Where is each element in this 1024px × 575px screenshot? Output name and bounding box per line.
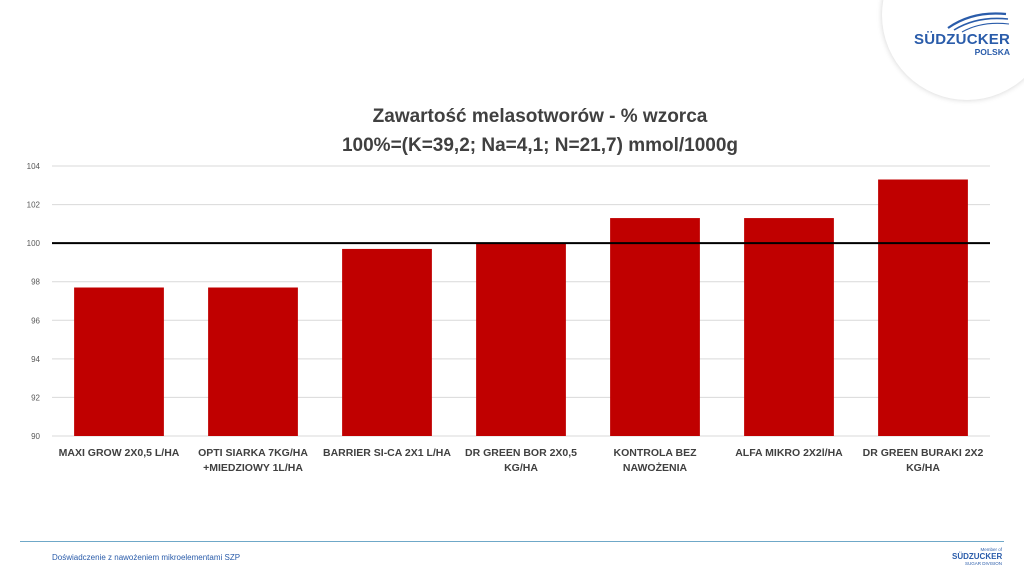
y-tick-label: 96 <box>31 316 40 325</box>
logo-name: SÜDZUCKER <box>914 31 1010 48</box>
bar <box>610 218 700 436</box>
x-tick-label: KONTROLA BEZ <box>613 447 697 459</box>
bar <box>208 287 298 436</box>
y-tick-label: 100 <box>27 239 41 248</box>
footer-logo-top: Member of <box>980 547 1002 552</box>
footer-logo: Member of SÜDZUCKER SUGAR DIVISION <box>952 547 1002 571</box>
y-tick-label: 98 <box>31 278 40 287</box>
footer-divider <box>20 541 1004 542</box>
x-tick-label: ALFA MIKRO 2X2l/HA <box>735 447 843 459</box>
bar-chart: Zawartość melasotworów - % wzorca 100%=(… <box>27 106 990 474</box>
y-tick-label: 104 <box>27 162 41 171</box>
x-tick-label: MAXI GROW 2X0,5 L/HA <box>59 447 180 459</box>
x-axis-labels: MAXI GROW 2X0,5 L/HA OPTI SIARKA 7KG/HA +M… <box>59 447 984 474</box>
bar <box>476 243 566 436</box>
footer-logo-bottom: SUGAR DIVISION <box>964 561 1002 566</box>
bar <box>74 287 164 436</box>
sudzucker-logo: SÜDZUCKER POLSKA <box>910 8 1010 68</box>
logo-swoosh-icon <box>947 12 1010 33</box>
bar <box>342 248 432 436</box>
chart-title: Zawartość melasotworów - % wzorca <box>373 106 708 127</box>
bar <box>744 218 834 436</box>
bar <box>878 179 968 436</box>
x-tick-label: KG/HA <box>504 462 538 474</box>
x-tick-label: NAWOŻENIA <box>623 461 688 474</box>
y-tick-label: 94 <box>31 355 40 364</box>
logo-sub: POLSKA <box>974 47 1010 57</box>
x-tick-label: DR GREEN BOR 2X0,5 <box>465 447 577 459</box>
x-tick-label: +MIEDZIOWY 1L/HA <box>203 462 303 474</box>
bars <box>74 179 968 436</box>
x-tick-label: OPTI SIARKA 7KG/HA <box>198 447 308 459</box>
y-axis-ticks: 90 92 94 96 98 100 102 104 <box>27 162 41 441</box>
x-tick-label: BARRIER SI-CA 2X1 L/HA <box>323 447 451 459</box>
footer-text: Doświadczenie z nawożeniem mikroelementa… <box>52 553 241 562</box>
x-tick-label: KG/HA <box>906 462 940 474</box>
y-tick-label: 92 <box>31 393 40 402</box>
footer-logo-name: SÜDZUCKER <box>952 552 1003 561</box>
y-tick-label: 102 <box>27 201 41 210</box>
y-tick-label: 90 <box>31 432 40 441</box>
x-tick-label: DR GREEN BURAKI 2X2 <box>863 447 984 459</box>
chart-subtitle: 100%=(K=39,2; Na=4,1; N=21,7) mmol/1000g <box>342 135 738 156</box>
